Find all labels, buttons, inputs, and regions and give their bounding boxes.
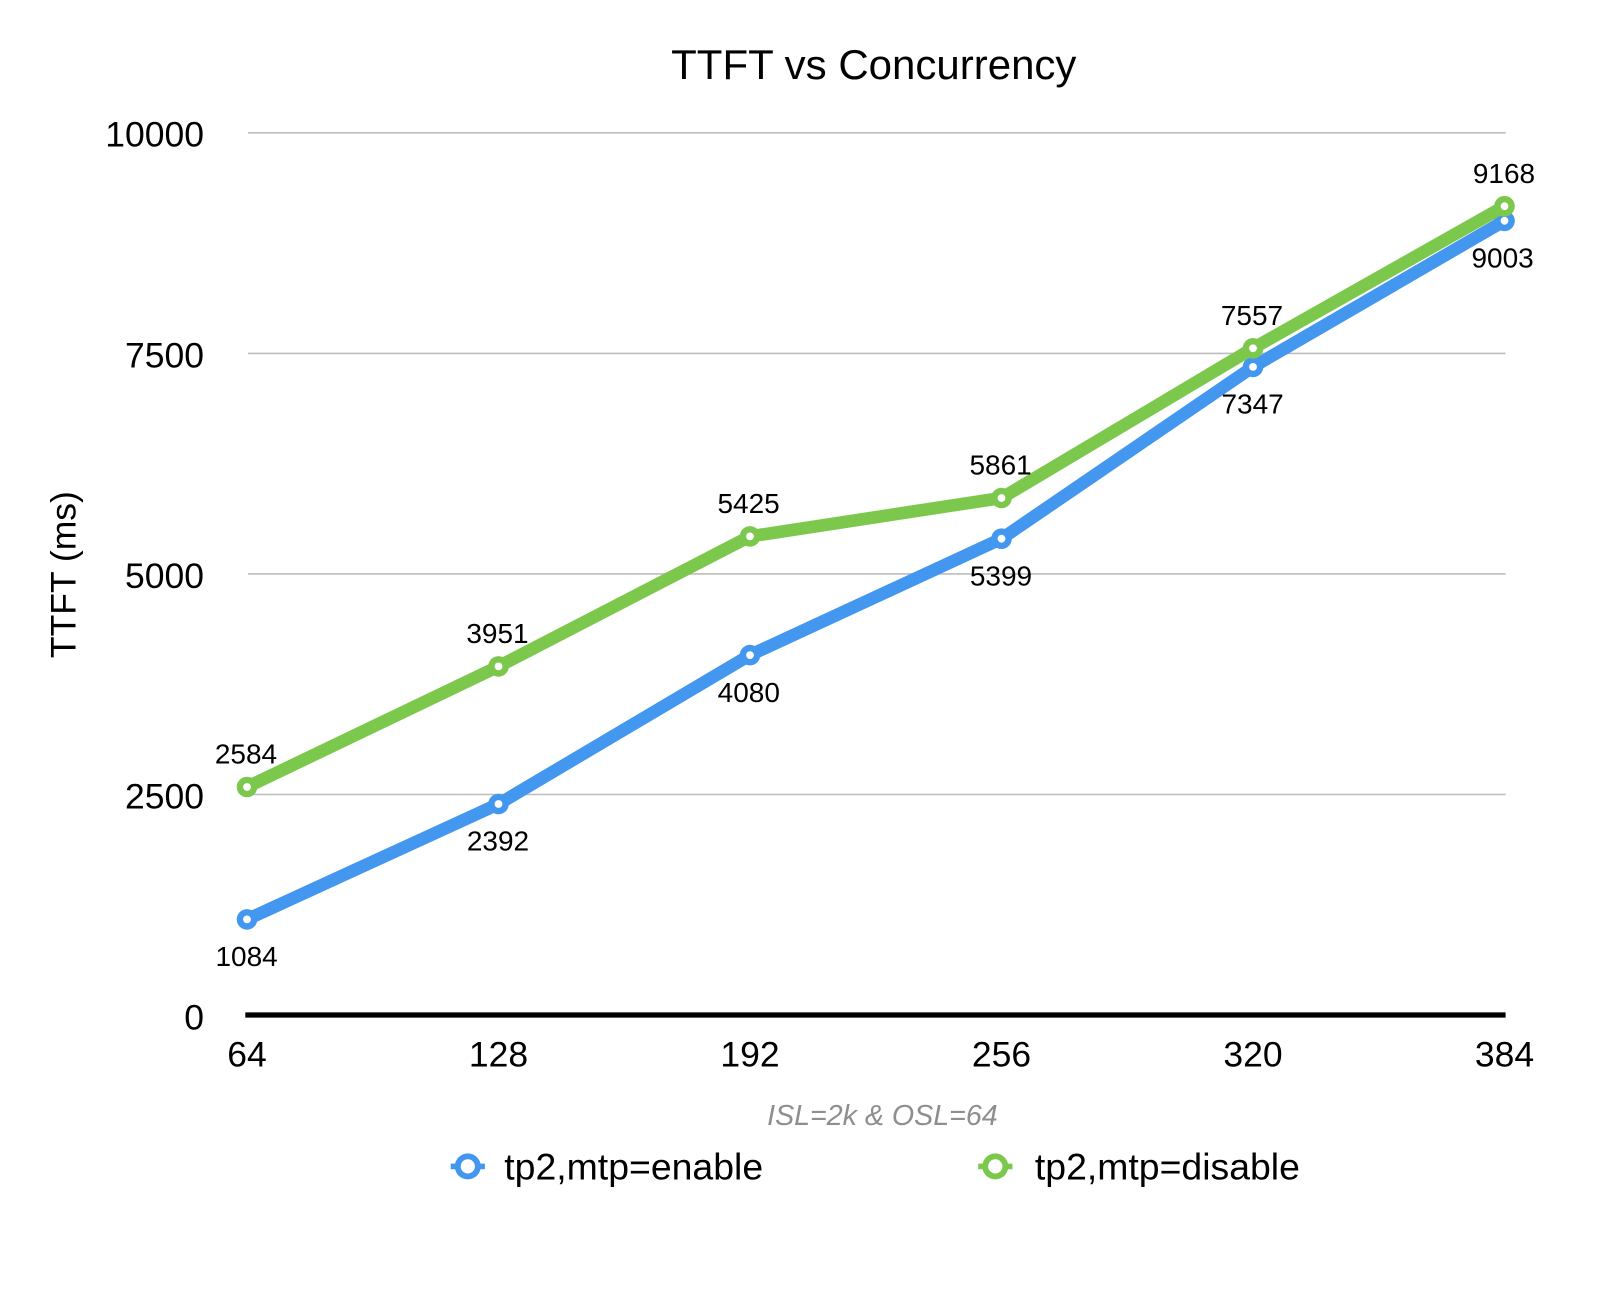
- svg-text:384: 384: [1475, 1034, 1534, 1074]
- svg-text:7347: 7347: [1221, 389, 1283, 420]
- svg-text:192: 192: [720, 1034, 779, 1074]
- svg-text:7557: 7557: [1221, 300, 1283, 331]
- svg-text:5000: 5000: [125, 556, 204, 596]
- svg-text:9003: 9003: [1471, 243, 1533, 274]
- svg-text:128: 128: [469, 1034, 528, 1074]
- svg-text:4080: 4080: [718, 677, 780, 708]
- svg-text:5399: 5399: [970, 560, 1032, 591]
- svg-text:TTFT vs Concurrency: TTFT vs Concurrency: [671, 41, 1076, 88]
- svg-text:tp2,mtp=disable: tp2,mtp=disable: [1035, 1146, 1300, 1188]
- svg-text:64: 64: [227, 1034, 267, 1074]
- svg-text:5861: 5861: [969, 450, 1031, 481]
- svg-text:1084: 1084: [215, 941, 277, 972]
- svg-text:3951: 3951: [466, 618, 528, 649]
- svg-text:tp2,mtp=enable: tp2,mtp=enable: [504, 1146, 763, 1188]
- svg-text:5425: 5425: [717, 488, 779, 519]
- svg-text:9168: 9168: [1473, 158, 1535, 189]
- svg-text:0: 0: [184, 998, 204, 1038]
- svg-text:TTFT (ms): TTFT (ms): [43, 491, 83, 658]
- svg-text:ISL=2k & OSL=64: ISL=2k & OSL=64: [767, 1100, 998, 1132]
- svg-text:2584: 2584: [215, 739, 277, 770]
- svg-text:2392: 2392: [467, 826, 529, 857]
- svg-text:256: 256: [972, 1034, 1031, 1074]
- svg-text:7500: 7500: [125, 335, 204, 375]
- svg-text:320: 320: [1223, 1034, 1282, 1074]
- svg-text:10000: 10000: [105, 115, 204, 155]
- svg-text:2500: 2500: [125, 776, 204, 816]
